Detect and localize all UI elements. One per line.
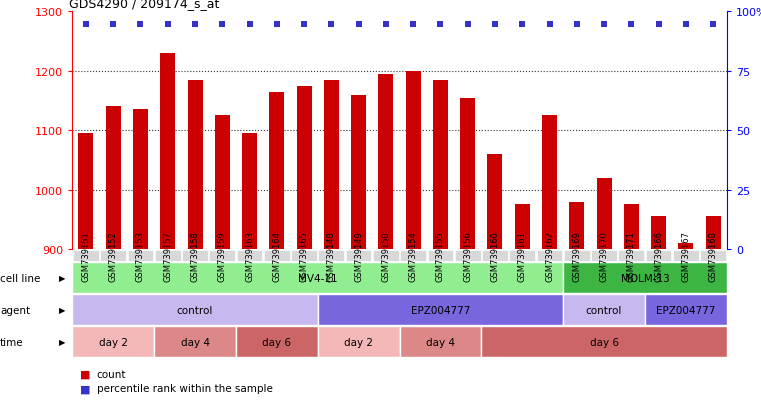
Text: control: control: [177, 305, 213, 315]
Bar: [514, 205, 530, 249]
Bar: [624, 205, 638, 249]
Text: GSM739164: GSM739164: [272, 231, 282, 281]
Text: day 6: day 6: [263, 337, 291, 347]
Text: GSM739165: GSM739165: [300, 231, 308, 281]
Bar: [106, 107, 121, 249]
Text: GSM739150: GSM739150: [381, 231, 390, 281]
Text: GSM739149: GSM739149: [354, 231, 363, 281]
Bar: [297, 86, 311, 249]
Bar: [161, 54, 175, 249]
Bar: [133, 110, 148, 249]
Text: GSM739169: GSM739169: [572, 231, 581, 281]
Bar: [187, 81, 202, 249]
Bar: [433, 81, 448, 249]
Text: day 4: day 4: [426, 337, 455, 347]
Text: GSM739167: GSM739167: [681, 230, 690, 282]
Text: MV4-11: MV4-11: [298, 273, 338, 283]
Bar: [678, 244, 693, 249]
Text: cell line: cell line: [0, 273, 40, 283]
Bar: [651, 217, 666, 249]
Text: GSM739152: GSM739152: [109, 231, 118, 281]
Text: GSM739159: GSM739159: [218, 231, 227, 281]
Bar: [569, 202, 584, 249]
Text: control: control: [586, 305, 622, 315]
Text: GSM739156: GSM739156: [463, 231, 472, 281]
Text: GSM739162: GSM739162: [545, 231, 554, 281]
Text: GSM739168: GSM739168: [708, 230, 718, 282]
Text: MOLM-13: MOLM-13: [620, 273, 670, 283]
Text: GDS4290 / 209174_s_at: GDS4290 / 209174_s_at: [69, 0, 219, 10]
Text: ▶: ▶: [59, 337, 65, 346]
Bar: [215, 116, 230, 249]
Text: time: time: [0, 337, 24, 347]
Text: GSM739166: GSM739166: [654, 230, 663, 282]
Bar: [488, 154, 502, 249]
Bar: [269, 93, 285, 249]
Bar: [324, 81, 339, 249]
Text: GSM739163: GSM739163: [245, 230, 254, 282]
Text: GSM739148: GSM739148: [327, 231, 336, 281]
Text: EPZ004777: EPZ004777: [411, 305, 470, 315]
Text: percentile rank within the sample: percentile rank within the sample: [97, 383, 272, 393]
Text: day 4: day 4: [180, 337, 209, 347]
Text: ■: ■: [80, 369, 91, 379]
Bar: [460, 98, 475, 249]
Bar: [242, 134, 257, 249]
Bar: [705, 217, 721, 249]
Text: agent: agent: [0, 305, 30, 315]
Text: ■: ■: [80, 383, 91, 393]
Text: GSM739170: GSM739170: [600, 231, 609, 281]
Text: ▶: ▶: [59, 306, 65, 314]
Text: EPZ004777: EPZ004777: [656, 305, 715, 315]
Text: ▶: ▶: [59, 274, 65, 282]
Text: GSM739151: GSM739151: [81, 231, 91, 281]
Text: GSM739161: GSM739161: [517, 231, 527, 281]
Bar: [406, 71, 421, 249]
Bar: [597, 178, 612, 249]
Text: GSM739160: GSM739160: [491, 231, 499, 281]
Text: GSM739153: GSM739153: [136, 231, 145, 281]
Bar: [351, 95, 366, 249]
Text: GSM739155: GSM739155: [436, 231, 445, 281]
Text: GSM739157: GSM739157: [164, 231, 172, 281]
Bar: [542, 116, 557, 249]
Text: day 2: day 2: [344, 337, 373, 347]
Text: GSM739158: GSM739158: [190, 231, 199, 281]
Text: day 6: day 6: [590, 337, 619, 347]
Text: GSM739154: GSM739154: [409, 231, 418, 281]
Bar: [78, 134, 94, 249]
Text: GSM739171: GSM739171: [627, 231, 635, 281]
Text: day 2: day 2: [99, 337, 128, 347]
Text: count: count: [97, 369, 126, 379]
Bar: [378, 75, 393, 249]
